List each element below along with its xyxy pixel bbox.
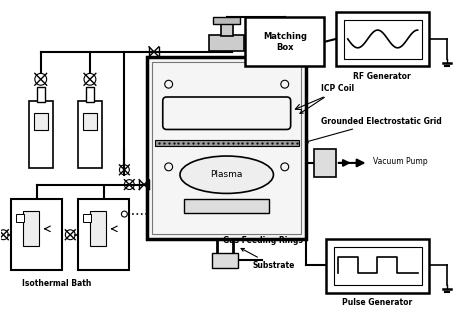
Text: ICP Coil: ICP Coil bbox=[300, 84, 354, 113]
Bar bbox=[155, 140, 299, 146]
Bar bbox=[83, 214, 91, 222]
Bar bbox=[221, 22, 233, 36]
Bar bbox=[37, 87, 45, 102]
Text: Substrate: Substrate bbox=[241, 248, 295, 270]
Text: Plasma: Plasma bbox=[210, 170, 243, 179]
Bar bbox=[16, 214, 24, 222]
Text: Gas Feeding Rings: Gas Feeding Rings bbox=[223, 236, 303, 245]
Bar bbox=[83, 113, 97, 131]
Bar bbox=[344, 20, 421, 59]
Bar bbox=[314, 149, 336, 177]
Bar bbox=[78, 199, 129, 270]
Bar bbox=[336, 12, 429, 66]
Bar bbox=[78, 101, 102, 168]
Text: Vacuum Pump: Vacuum Pump bbox=[374, 157, 428, 167]
Bar bbox=[90, 211, 106, 246]
Bar bbox=[213, 17, 240, 24]
Ellipse shape bbox=[180, 156, 273, 193]
Bar bbox=[212, 253, 237, 268]
Text: Matching
Box: Matching Box bbox=[263, 32, 307, 52]
Bar bbox=[334, 246, 421, 285]
Bar bbox=[209, 35, 245, 51]
Bar bbox=[86, 87, 94, 102]
Bar bbox=[29, 101, 53, 168]
Text: Grounded Electrostatic Grid: Grounded Electrostatic Grid bbox=[305, 117, 442, 143]
Bar bbox=[326, 239, 429, 293]
Bar bbox=[152, 62, 301, 234]
Text: Isothermal Bath: Isothermal Bath bbox=[22, 279, 91, 289]
Bar bbox=[147, 57, 306, 239]
Text: RF Generator: RF Generator bbox=[353, 72, 411, 81]
Text: Pulse Generator: Pulse Generator bbox=[342, 298, 412, 307]
Bar bbox=[11, 199, 63, 270]
Bar bbox=[34, 113, 47, 131]
Bar bbox=[23, 211, 39, 246]
Bar bbox=[184, 199, 269, 213]
Bar bbox=[246, 17, 324, 66]
